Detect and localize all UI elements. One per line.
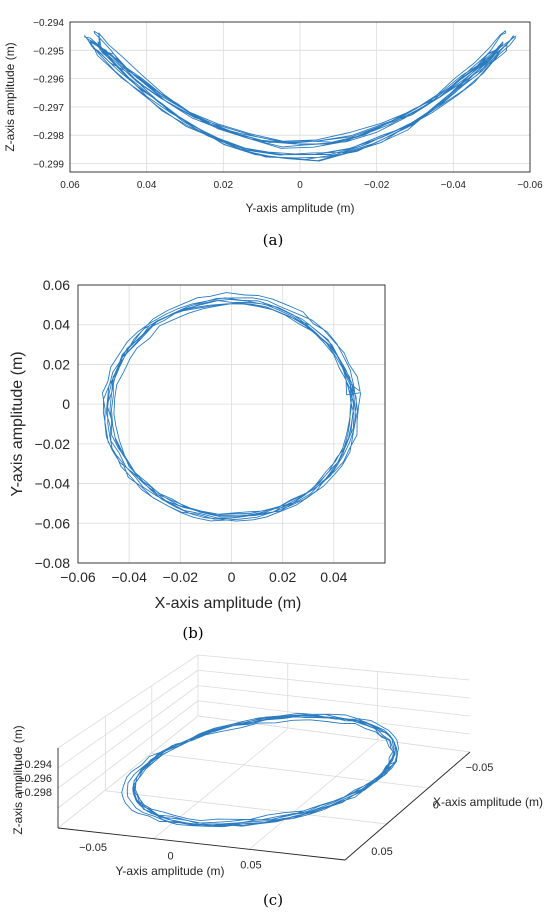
panel-a-x-tick-label: 0.06 [60, 180, 80, 191]
panel-a-xlabel: Y-axis amplitude (m) [246, 201, 355, 215]
panel-c-y-axis-line [57, 827, 346, 861]
panel-b-y-tick-label: −0.04 [35, 476, 71, 492]
panel-a-y-tick-label: −0.296 [33, 75, 64, 86]
panel-c-ylabel: Y-axis amplitude (m) [116, 864, 225, 878]
panel-c-back-wall-gridline [57, 669, 199, 769]
panel-c-floor-gridline [249, 739, 380, 850]
panel-a-y-tick-label: −0.299 [33, 160, 64, 171]
panel-b-xlabel: X-axis amplitude (m) [155, 595, 302, 612]
panel-c-y-tick-label: 0.05 [240, 859, 261, 871]
panel-b-y-tick-label: 0.06 [43, 277, 70, 293]
panel-c-x-axis-line [344, 751, 471, 861]
panel-b-caption: (b) [182, 624, 203, 642]
panel-a-x-tick-label: 0.04 [137, 180, 157, 191]
panel-a-ylabel: Z-axis amplitude (m) [3, 42, 17, 151]
panel-a-x-tick-label: −0.02 [364, 180, 390, 191]
panel-c-caption: (c) [263, 891, 283, 909]
panel-b-y-tick-label: −0.02 [35, 436, 71, 452]
panel-c-z-tick-label: −0.296 [18, 773, 52, 785]
panel-b-plot-frame [77, 284, 386, 564]
panel-c-x-tick-label: 0.05 [371, 846, 392, 858]
panel-c-zlabel: Z-axis amplitude (m) [11, 725, 25, 834]
panel-c-x-tick-label: 0 [433, 800, 439, 812]
panel-c-floor-gridline [104, 790, 387, 825]
panel-c-back-wall-gridline [57, 685, 199, 789]
panel-a-series-trace [84, 30, 516, 162]
panel-c-side-wall-gridline [197, 685, 471, 717]
panel-c-y-tick-label: −0.05 [79, 842, 107, 854]
panel-b-y-tick-label: −0.06 [35, 515, 71, 531]
panel-c-z-tick-label: −0.294 [18, 759, 52, 771]
panel-a-x-tick-label: 0.02 [214, 180, 234, 191]
panel-a: 0.06 0.04 0.02 0 −0.02 −0.04 −0.06 −0.294 −0.295… [3, 18, 543, 249]
panel-c-y-tick-label: 0 [167, 850, 173, 862]
panel-c-xlabel: X-axis amplitude (m) [433, 795, 543, 809]
panel-c-back-wall-gridline [57, 654, 199, 749]
panel-b-y-tick-label: 0 [62, 396, 70, 412]
panel-b-x-tick-label: −0.04 [111, 569, 147, 585]
panel-a-y-tick-label: −0.297 [33, 103, 64, 114]
panel-c: −0.05 0 0.05 0.05 0 −0.05 −0.294 −0.296 −0.298 X… [11, 654, 543, 909]
panel-a-caption: (a) [263, 231, 284, 249]
panel-a-y-tick-label: −0.294 [33, 18, 64, 29]
panel-c-back-wall-gridline [57, 700, 199, 809]
panel-b-x-tick-label: −0.02 [163, 569, 199, 585]
panel-a-x-tick-label: −0.06 [517, 180, 543, 191]
panel-b-y-tick-label: 0.04 [43, 317, 70, 333]
panel-b-y-tick-label: −0.08 [35, 555, 71, 571]
panel-c-side-wall-gridline [197, 669, 471, 699]
panel-b-ylabel: Y-axis amplitude (m) [9, 351, 26, 496]
panel-c-side-wall-gridline [197, 654, 471, 681]
panel-a-y-tick-label: −0.298 [33, 131, 64, 142]
panel-b: −0.06 −0.04 −0.02 0 0.02 0.04 0.06 0.04 0.02 0 −0.… [9, 277, 386, 642]
panel-b-series-trace [101, 292, 362, 522]
panel-b-x-tick-label: −0.06 [60, 569, 96, 585]
panel-c-x-tick-label: −0.05 [466, 762, 494, 774]
panel-c-floor-gridline [153, 727, 289, 839]
panel-b-y-tick-label: 0.02 [43, 356, 70, 372]
panel-c-z-tick-label: −0.298 [18, 787, 52, 799]
panel-b-x-tick-label: 0.04 [320, 569, 347, 585]
panel-c-floor-gridline [57, 715, 199, 829]
panel-b-x-tick-label: 0 [228, 569, 236, 585]
panel-b-x-tick-label: 0.02 [269, 569, 296, 585]
panel-a-plot-frame [69, 21, 531, 173]
panel-a-x-tick-label: −0.04 [441, 180, 467, 191]
panel-c-floor-gridline [151, 752, 429, 789]
panel-a-x-tick-label: 0 [297, 180, 303, 191]
panel-c-floor-gridline [197, 715, 471, 753]
panel-a-y-tick-label: −0.295 [33, 46, 64, 57]
panel-c-series-trace [121, 712, 399, 828]
